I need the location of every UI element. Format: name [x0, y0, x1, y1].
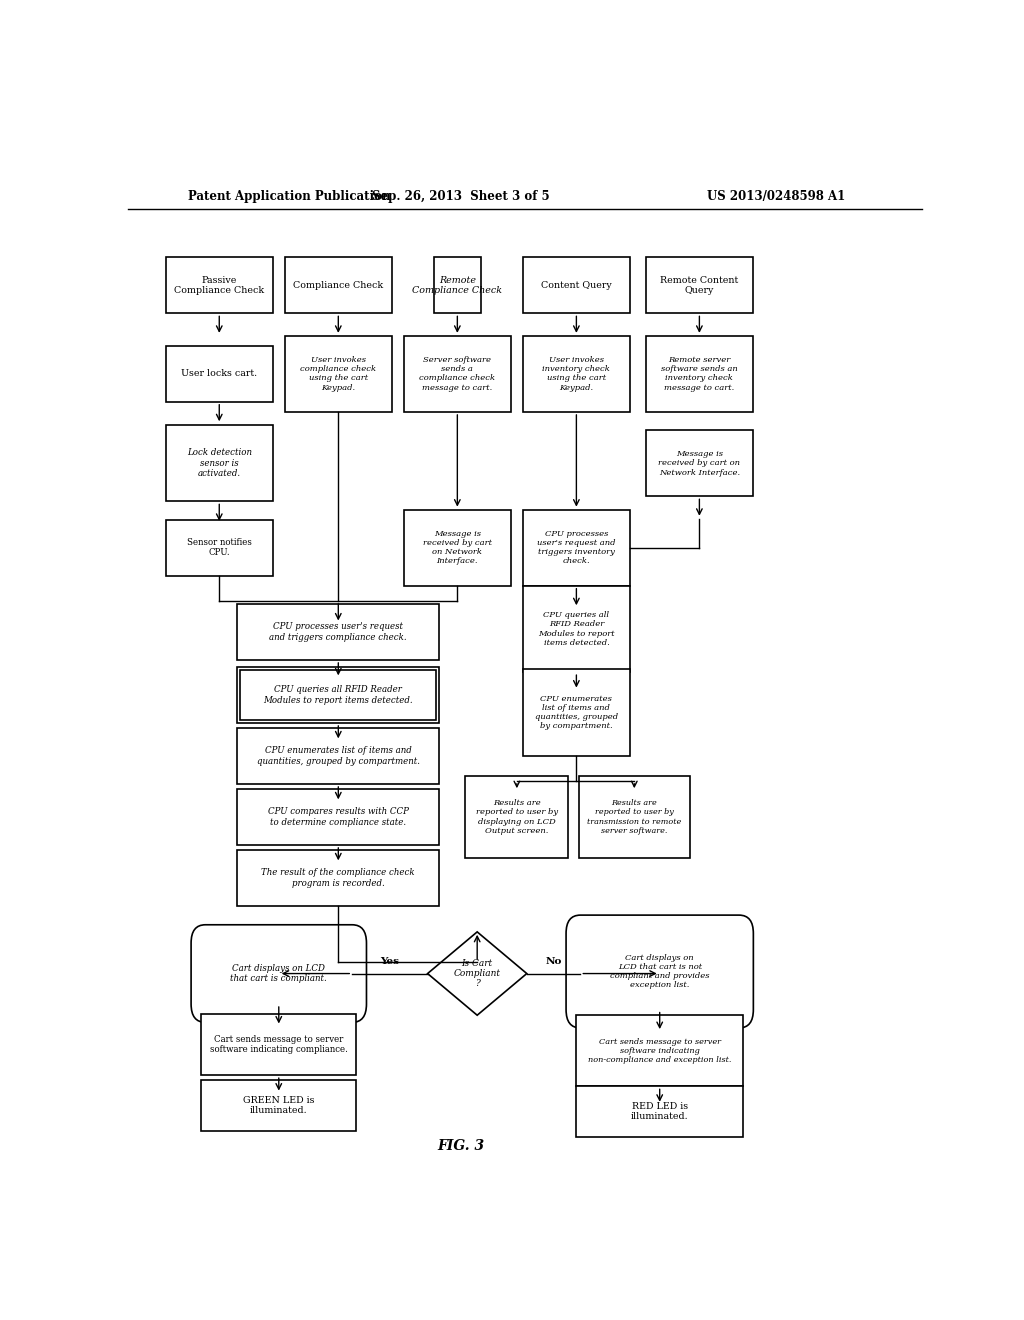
FancyBboxPatch shape: [646, 430, 753, 496]
FancyBboxPatch shape: [202, 1014, 356, 1076]
Text: CPU processes
user's request and
triggers inventory
check.: CPU processes user's request and trigger…: [538, 529, 615, 565]
Text: Results are
reported to user by
transmission to remote
server software.: Results are reported to user by transmis…: [587, 799, 681, 834]
FancyBboxPatch shape: [566, 915, 754, 1028]
Text: Remote Content
Query: Remote Content Query: [660, 276, 738, 296]
FancyBboxPatch shape: [241, 671, 436, 719]
FancyBboxPatch shape: [523, 257, 630, 313]
FancyBboxPatch shape: [166, 520, 272, 576]
FancyBboxPatch shape: [577, 1086, 743, 1138]
Text: Compliance Check: Compliance Check: [293, 281, 383, 290]
Text: Patent Application Publication: Patent Application Publication: [187, 190, 390, 202]
FancyBboxPatch shape: [238, 729, 439, 784]
Text: CPU enumerates list of items and
quantities, grouped by compartment.: CPU enumerates list of items and quantit…: [257, 746, 420, 766]
Text: CPU compares results with CCP
to determine compliance state.: CPU compares results with CCP to determi…: [268, 808, 409, 826]
Text: Remote
Compliance Check: Remote Compliance Check: [413, 276, 503, 296]
Text: The result of the compliance check
program is recorded.: The result of the compliance check progr…: [261, 869, 415, 888]
Text: CPU processes user's request
and triggers compliance check.: CPU processes user's request and trigger…: [269, 622, 408, 642]
FancyBboxPatch shape: [433, 257, 481, 313]
Text: Cart displays on LCD
that cart is compliant.: Cart displays on LCD that cart is compli…: [230, 964, 327, 983]
Text: Passive
Compliance Check: Passive Compliance Check: [174, 276, 264, 296]
Text: Cart sends message to server
software indicating compliance.: Cart sends message to server software in…: [210, 1035, 348, 1055]
FancyBboxPatch shape: [191, 925, 367, 1022]
Text: Remote server
software sends an
inventory check
message to cart.: Remote server software sends an inventor…: [662, 356, 737, 392]
Text: User locks cart.: User locks cart.: [181, 370, 257, 379]
Text: Sep. 26, 2013  Sheet 3 of 5: Sep. 26, 2013 Sheet 3 of 5: [373, 190, 550, 202]
Text: US 2013/0248598 A1: US 2013/0248598 A1: [708, 190, 846, 202]
Text: Content Query: Content Query: [541, 281, 611, 290]
Text: User invokes
compliance check
using the cart
Keypad.: User invokes compliance check using the …: [300, 356, 377, 392]
Text: CPU enumerates
list of items and
quantities, grouped
by compartment.: CPU enumerates list of items and quantit…: [535, 694, 617, 730]
FancyBboxPatch shape: [238, 605, 439, 660]
FancyBboxPatch shape: [285, 257, 392, 313]
Text: Lock detection
sensor is
activated.: Lock detection sensor is activated.: [186, 449, 252, 478]
Text: FIG. 3: FIG. 3: [437, 1139, 485, 1154]
FancyBboxPatch shape: [166, 257, 272, 313]
FancyBboxPatch shape: [202, 1080, 356, 1131]
FancyBboxPatch shape: [238, 850, 439, 906]
Text: Server software
sends a
compliance check
message to cart.: Server software sends a compliance check…: [419, 356, 496, 392]
FancyBboxPatch shape: [166, 425, 272, 502]
Text: Cart displays on
LCD that cart is not
compliant and provides
exception list.: Cart displays on LCD that cart is not co…: [610, 954, 710, 989]
FancyBboxPatch shape: [523, 335, 630, 412]
Text: Is Cart
Compliant
?: Is Cart Compliant ?: [454, 958, 501, 989]
FancyBboxPatch shape: [403, 510, 511, 586]
Text: User invokes
inventory check
using the cart
Keypad.: User invokes inventory check using the c…: [543, 356, 610, 392]
Text: Cart sends message to server
software indicating
non-compliance and exception li: Cart sends message to server software in…: [588, 1038, 731, 1064]
FancyBboxPatch shape: [523, 586, 630, 672]
Text: Message is
received by cart
on Network
Interface.: Message is received by cart on Network I…: [423, 529, 492, 565]
FancyBboxPatch shape: [403, 335, 511, 412]
FancyBboxPatch shape: [646, 335, 753, 412]
FancyBboxPatch shape: [238, 667, 439, 723]
Polygon shape: [428, 932, 526, 1015]
Text: Message is
received by cart on
Network Interface.: Message is received by cart on Network I…: [658, 450, 740, 477]
Text: Results are
reported to user by
displaying on LCD
Output screen.: Results are reported to user by displayi…: [476, 799, 558, 834]
FancyBboxPatch shape: [577, 1015, 743, 1086]
Text: CPU queries all RFID Reader
Modules to report items detected.: CPU queries all RFID Reader Modules to r…: [263, 685, 413, 705]
Text: RED LED is
illuminated.: RED LED is illuminated.: [631, 1102, 688, 1122]
FancyBboxPatch shape: [238, 789, 439, 845]
Text: No: No: [546, 957, 562, 966]
FancyBboxPatch shape: [465, 776, 568, 858]
FancyBboxPatch shape: [523, 669, 630, 755]
Text: GREEN LED is
illuminated.: GREEN LED is illuminated.: [243, 1096, 314, 1115]
FancyBboxPatch shape: [523, 510, 630, 586]
FancyBboxPatch shape: [166, 346, 272, 401]
FancyBboxPatch shape: [579, 776, 690, 858]
FancyBboxPatch shape: [285, 335, 392, 412]
FancyBboxPatch shape: [646, 257, 753, 313]
Text: Sensor notifies
CPU.: Sensor notifies CPU.: [186, 539, 252, 557]
Text: Yes: Yes: [380, 957, 399, 966]
Text: CPU queries all
RFID Reader
Modules to report
items detected.: CPU queries all RFID Reader Modules to r…: [538, 611, 614, 647]
